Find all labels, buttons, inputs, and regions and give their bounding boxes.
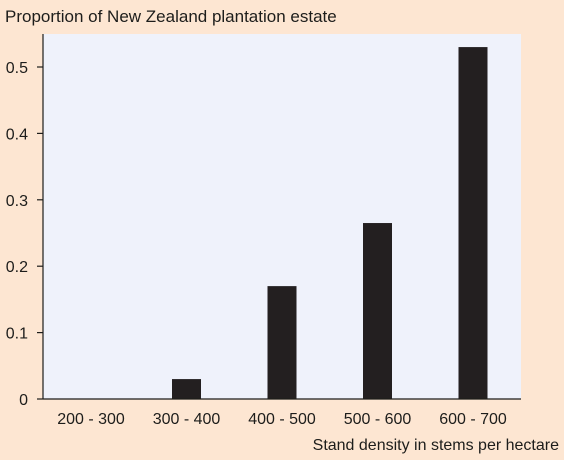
y-tick-label: 0.1 bbox=[6, 326, 28, 343]
x-tick-label: 300 - 400 bbox=[153, 411, 221, 428]
y-ticks-group: 0 0.1 0.2 0.3 0.4 0.5 bbox=[6, 60, 43, 409]
y-tick-label: 0.5 bbox=[6, 60, 28, 77]
x-tick-label: 400 - 500 bbox=[248, 411, 316, 428]
bar bbox=[458, 47, 488, 400]
bar bbox=[267, 286, 297, 399]
x-axis-label: Stand density in stems per hectare bbox=[313, 437, 559, 454]
y-tick-label: 0.3 bbox=[6, 193, 28, 210]
y-tick-label: 0.2 bbox=[6, 259, 28, 276]
bars-group bbox=[172, 47, 488, 400]
x-tick-label: 600 - 700 bbox=[439, 411, 507, 428]
x-tick-label: 200 - 300 bbox=[57, 411, 125, 428]
chart-title: Proportion of New Zealand plantation est… bbox=[5, 7, 337, 26]
bar bbox=[363, 223, 392, 399]
x-tick-label: 500 - 600 bbox=[344, 411, 412, 428]
y-tick-label: 0 bbox=[19, 392, 28, 409]
y-tick-label: 0.4 bbox=[6, 126, 28, 143]
axes-group bbox=[42, 34, 521, 400]
x-ticks-group: 200 - 300 300 - 400 400 - 500 500 - 600 600 … bbox=[57, 411, 507, 428]
bar bbox=[172, 379, 201, 399]
